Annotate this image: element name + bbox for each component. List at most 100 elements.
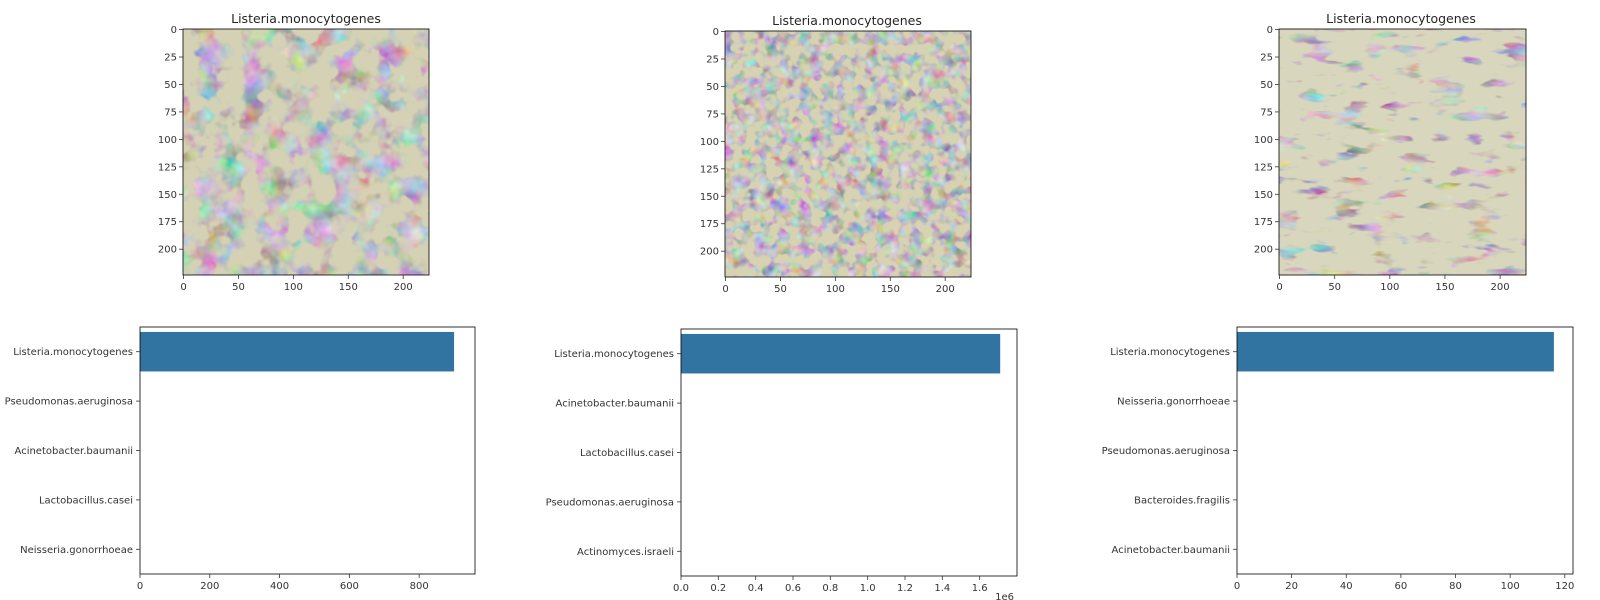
category-label: Listeria.monocytogenes <box>1110 347 1230 358</box>
y-tick-label: 200 <box>700 247 719 258</box>
y-tick-label: 25 <box>706 55 719 66</box>
y-tick-label: 50 <box>164 80 177 91</box>
y-tick-label: 125 <box>1254 162 1273 173</box>
bar-chart-1: Listeria.monocytogenes Pseudomonas.aerugi… <box>5 326 476 592</box>
x-tick-label: 150 <box>339 282 358 293</box>
value-tick-label: 120 <box>1555 581 1574 592</box>
category-label: Neisseria.gonorrhoeae <box>1117 397 1230 408</box>
y-tick-label: 25 <box>164 53 177 64</box>
value-tick-label: 400 <box>270 581 289 592</box>
y-tick-label: 175 <box>158 217 177 228</box>
y-tick-label: 50 <box>706 82 719 93</box>
y-tick-label: 150 <box>158 190 177 201</box>
y-tick-label: 75 <box>164 107 177 118</box>
bar-chart-2: Listeria.monocytogenes Acinetobacter.baum… <box>546 328 1018 600</box>
category-label: Pseudomonas.aeruginosa <box>1102 446 1230 457</box>
y-tick-label: 150 <box>1254 190 1273 201</box>
image-frame <box>724 30 972 278</box>
value-tick-label: 80 <box>1449 581 1462 592</box>
value-tick-label: 40 <box>1340 581 1353 592</box>
y-tick-label: 100 <box>1254 135 1273 146</box>
value-axis: 0 200 400 600 800 <box>137 574 429 592</box>
x-tick-label: 100 <box>284 282 303 293</box>
value-tick-label: 800 <box>410 581 429 592</box>
image-y-axis: 0 25 50 75 100 125 150 175 200 <box>1254 25 1279 256</box>
y-tick-label: 75 <box>1260 107 1273 118</box>
y-tick-label: 100 <box>158 135 177 146</box>
category-axis: Listeria.monocytogenes Neisseria.gonorrho… <box>1102 347 1237 556</box>
x-tick-label: 100 <box>1380 282 1399 293</box>
category-label: Neisseria.gonorrhoeae <box>20 545 133 556</box>
image-y-axis: 0 25 50 75 100 125 150 175 200 <box>158 25 183 256</box>
bar <box>681 333 1001 374</box>
image-panel-3: Listeria.monocytogenes 0 50 100 150 200 0 25 5… <box>1254 11 1527 293</box>
category-label: Lactobacillus.casei <box>580 448 674 459</box>
bar-series <box>1237 331 1554 372</box>
category-label: Acinetobacter.baumanii <box>1112 545 1230 556</box>
category-label: Acinetobacter.baumanii <box>15 446 133 457</box>
y-tick-label: 175 <box>700 219 719 230</box>
value-tick-label: 1.4 <box>934 583 950 594</box>
value-tick-label: 1.6 <box>972 583 988 594</box>
x-tick-label: 50 <box>1328 282 1341 293</box>
value-tick-label: 100 <box>1501 581 1520 592</box>
image-x-axis: 0 50 100 150 200 <box>1276 275 1510 293</box>
category-label: Listeria.monocytogenes <box>554 349 674 360</box>
x-tick-label: 150 <box>1435 282 1454 293</box>
bar <box>1237 331 1554 372</box>
y-tick-label: 25 <box>1260 53 1273 64</box>
y-tick-label: 100 <box>700 137 719 148</box>
image-y-axis: 0 25 50 75 100 125 150 175 200 <box>700 27 725 258</box>
x-tick-label: 150 <box>881 284 900 295</box>
x-tick-label: 0 <box>180 282 186 293</box>
image-title: Listeria.monocytogenes <box>231 11 381 26</box>
category-axis: Listeria.monocytogenes Acinetobacter.baum… <box>546 349 681 558</box>
value-tick-label: 20 <box>1285 581 1298 592</box>
value-tick-label: 0 <box>1234 581 1240 592</box>
y-tick-label: 150 <box>700 192 719 203</box>
image-x-axis: 0 50 100 150 200 <box>180 275 413 293</box>
y-tick-label: 175 <box>1254 217 1273 228</box>
y-tick-label: 125 <box>158 162 177 173</box>
bar <box>140 331 455 372</box>
y-tick-label: 200 <box>1254 245 1273 256</box>
y-tick-label: 125 <box>700 164 719 175</box>
image-frame <box>182 28 430 276</box>
value-tick-label: 1.2 <box>897 583 913 594</box>
micrograph-stain <box>1279 29 1526 275</box>
bar-series <box>140 331 455 372</box>
micrograph-stain <box>725 31 971 277</box>
category-label: Pseudomonas.aeruginosa <box>546 497 674 508</box>
image-title: Listeria.monocytogenes <box>1326 11 1476 26</box>
y-tick-label: 50 <box>1260 80 1273 91</box>
value-axis-scale-label: 1e6 <box>995 592 1014 600</box>
value-tick-label: 0.2 <box>710 583 726 594</box>
category-label: Listeria.monocytogenes <box>13 347 133 358</box>
bar-chart-3: Listeria.monocytogenes Neisseria.gonorrho… <box>1102 326 1574 592</box>
value-tick-label: 0.6 <box>785 583 801 594</box>
image-title: Listeria.monocytogenes <box>772 13 922 28</box>
x-tick-label: 200 <box>936 284 955 295</box>
category-label: Actinomyces.israeli <box>577 547 674 558</box>
x-tick-label: 200 <box>394 282 413 293</box>
category-label: Pseudomonas.aeruginosa <box>5 397 133 408</box>
x-tick-label: 50 <box>774 284 787 295</box>
value-tick-label: 600 <box>340 581 359 592</box>
value-tick-label: 0.0 <box>673 583 689 594</box>
image-panel-1: Listeria.monocytogenes 0 50 100 150 200 0 25 5… <box>158 11 430 293</box>
image-frame <box>1278 28 1527 276</box>
value-tick-label: 0.8 <box>822 583 838 594</box>
micrograph-stain <box>183 29 429 275</box>
category-axis: Listeria.monocytogenes Pseudomonas.aerugi… <box>5 347 140 556</box>
y-tick-label: 0 <box>713 27 719 38</box>
value-tick-label: 60 <box>1395 581 1408 592</box>
category-label: Lactobacillus.casei <box>39 495 133 506</box>
value-tick-label: 200 <box>200 581 219 592</box>
bar-series <box>681 333 1001 374</box>
image-panel-2: Listeria.monocytogenes 0 50 100 150 200 0 25 5… <box>700 13 972 295</box>
x-tick-label: 0 <box>1276 282 1282 293</box>
x-tick-label: 100 <box>826 284 845 295</box>
image-x-axis: 0 50 100 150 200 <box>722 277 955 295</box>
value-tick-label: 0 <box>137 581 143 592</box>
y-tick-label: 0 <box>1267 25 1273 36</box>
